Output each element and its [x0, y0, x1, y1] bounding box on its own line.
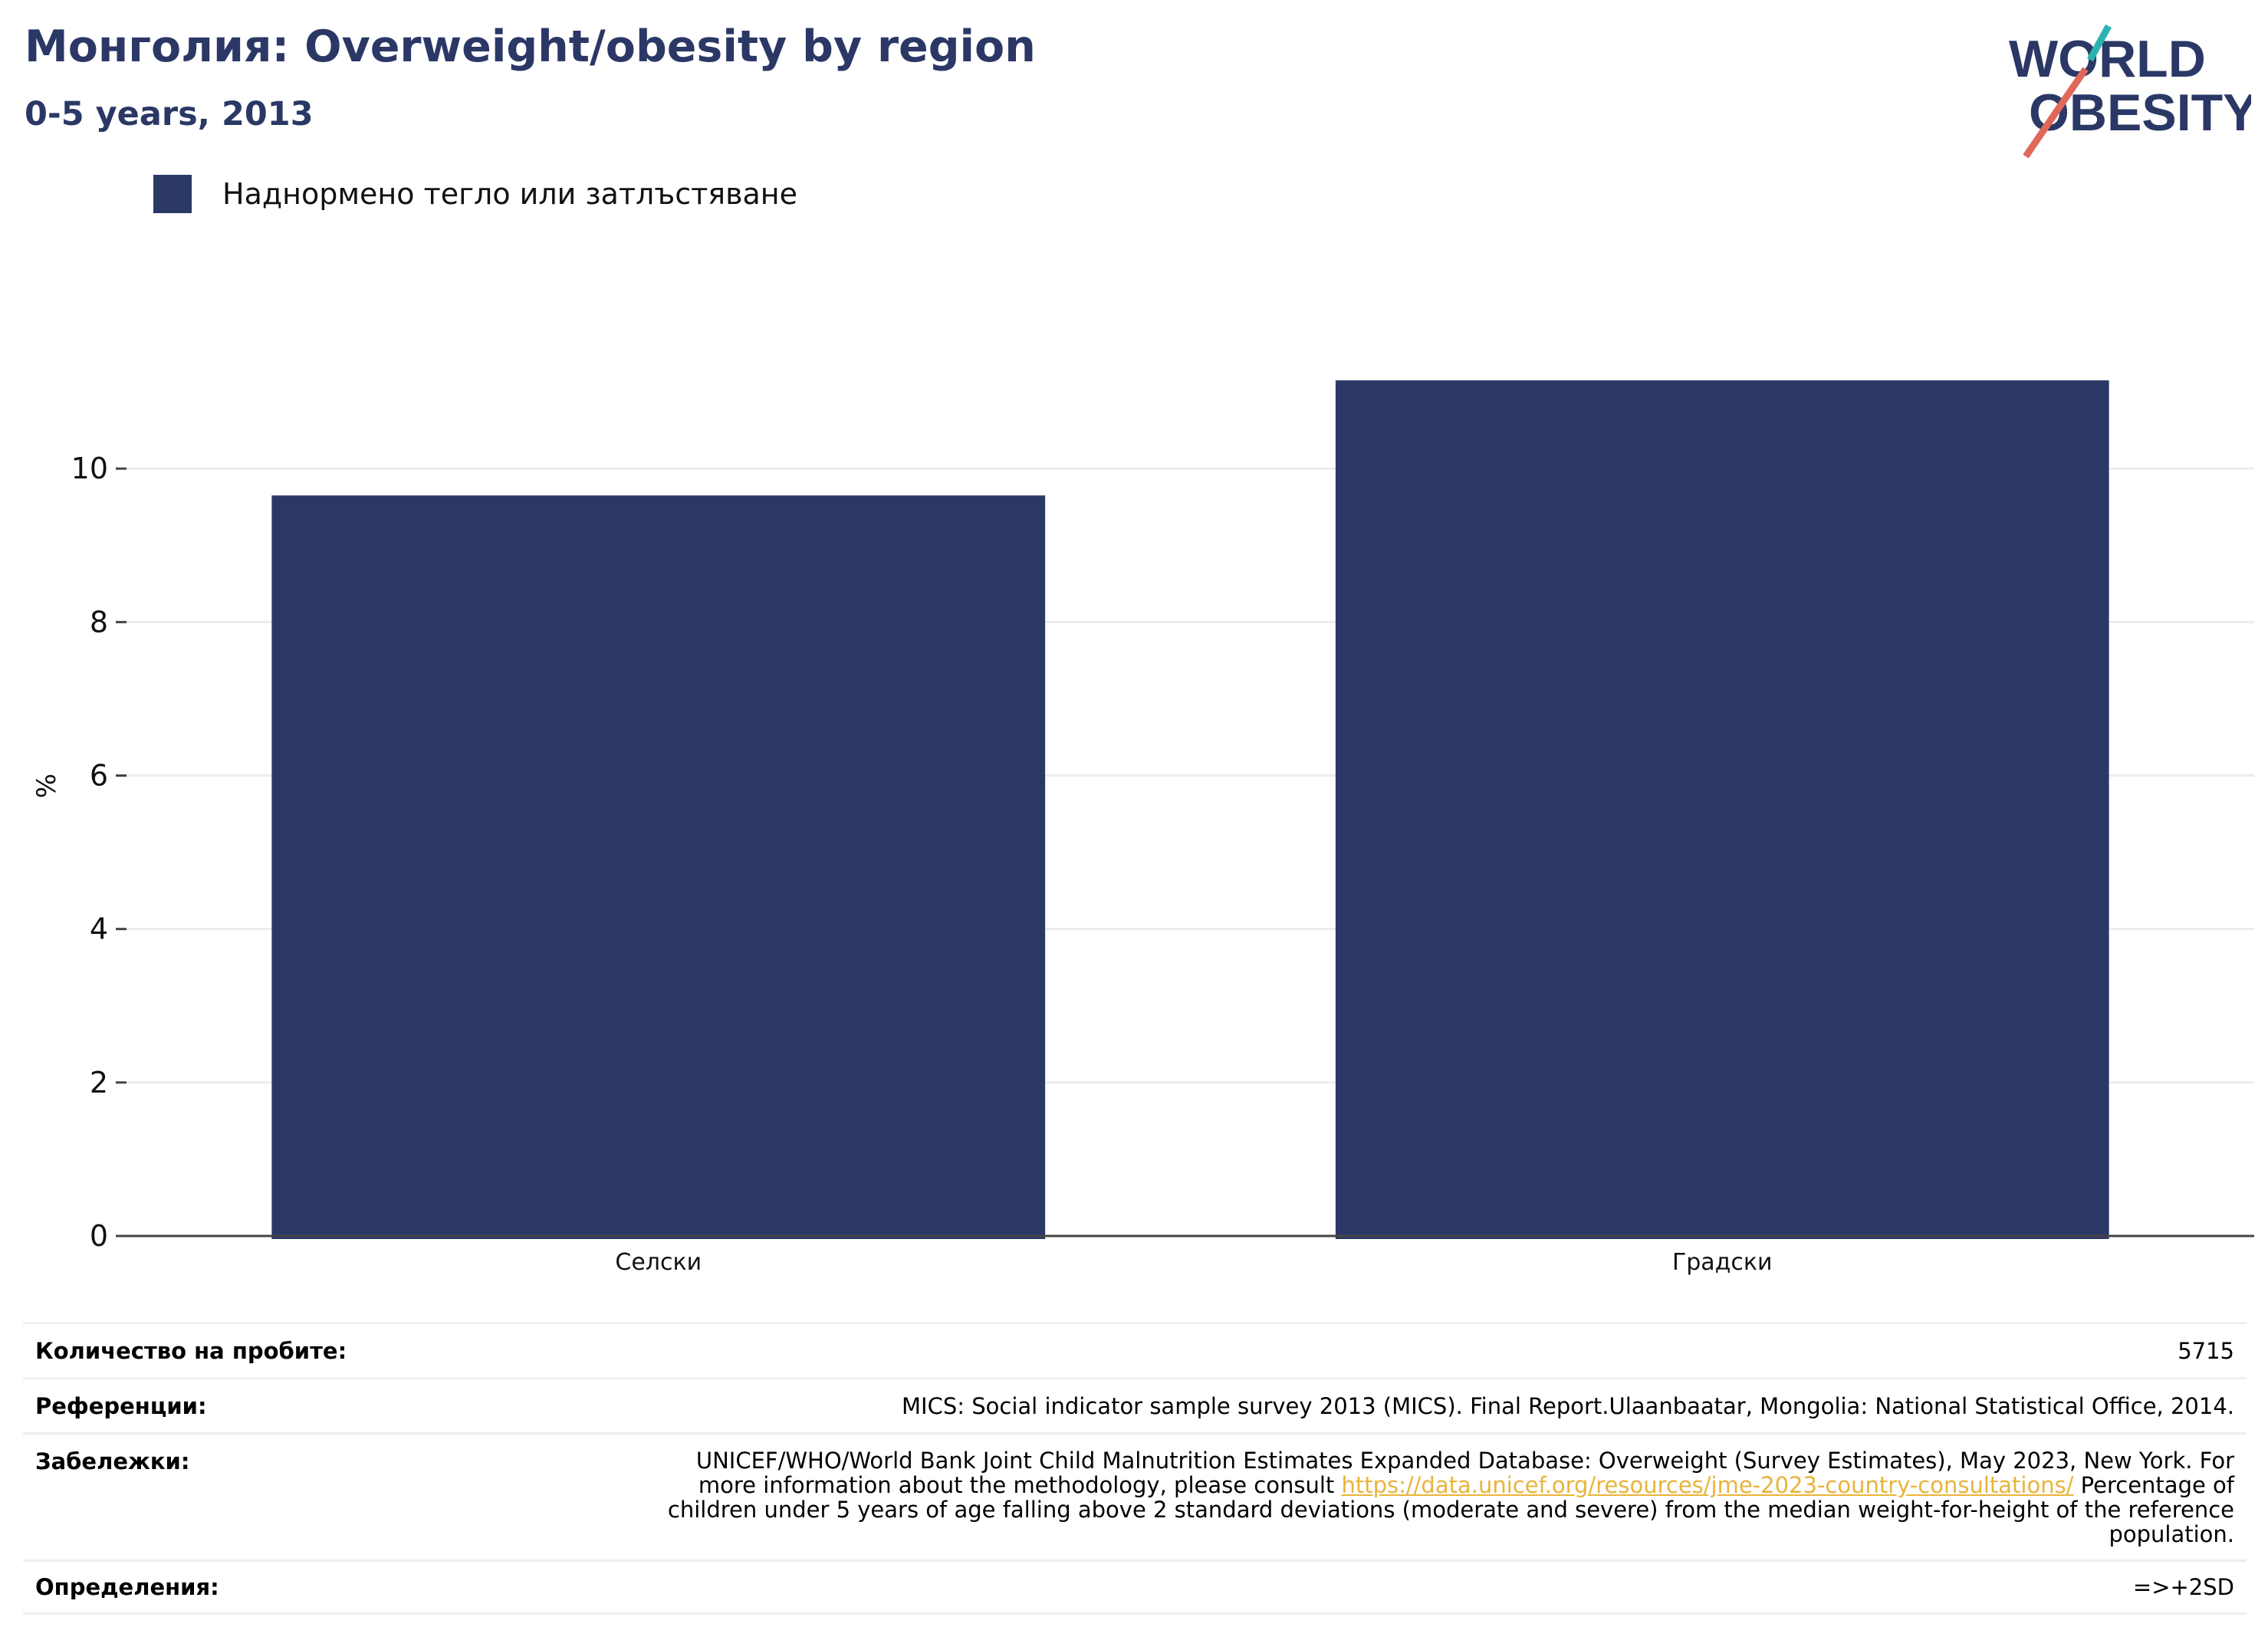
definitions-value: =>+2SD — [2132, 1574, 2234, 1600]
logo-slash-teal — [2087, 24, 2112, 62]
y-axis-label: % — [31, 774, 62, 798]
notes-line-1: UNICEF/WHO/World Bank Joint Child Malnut… — [695, 1448, 2234, 1474]
notes-line-3: children under 5 years of age falling ab… — [667, 1497, 2234, 1523]
y-tick-label: 6 — [90, 759, 108, 793]
y-tick-label: 10 — [71, 452, 108, 485]
info-row-definitions: Определения: =>+2SD — [23, 1560, 2247, 1615]
y-axis-ticks: 0 2 4 6 8 10 — [71, 452, 127, 1253]
info-row-notes: Забележки: UNICEF/WHO/World Bank Joint C… — [23, 1432, 2247, 1560]
definitions-label: Определения: — [35, 1574, 219, 1600]
notes-methodology-link[interactable]: https://data.unicef.org/resources/jme-20… — [1341, 1472, 2074, 1498]
legend-label: Наднормено тегло или затлъстяване — [222, 177, 797, 211]
y-tick-label: 0 — [90, 1219, 108, 1253]
x-tick-label: Градски — [1672, 1249, 1773, 1276]
info-row-references: Референции: MICS: Social indicator sampl… — [23, 1377, 2247, 1432]
sample-size-value: 5715 — [2178, 1337, 2234, 1364]
bar-2[interactable] — [1335, 380, 2109, 1240]
notes-line-2-post: Percentage of — [2073, 1472, 2234, 1498]
references-value: MICS: Social indicator sample survey 201… — [902, 1392, 2234, 1419]
bar-1[interactable] — [271, 495, 1046, 1239]
info-row-sample: Количество на пробите: 5715 — [23, 1322, 2247, 1377]
notes-line-4: population. — [2109, 1521, 2234, 1547]
bar-chart: 0 2 4 6 8 10 Селски Градски % — [31, 380, 2254, 1276]
x-tick-label: Селски — [615, 1249, 702, 1276]
legend-swatch — [153, 175, 192, 213]
logo-slash-red — [2023, 67, 2089, 159]
notes-line-2: more information about the methodology, … — [668, 1473, 2234, 1497]
references-label: Референции: — [35, 1392, 207, 1419]
sample-size-label: Количество на пробите: — [35, 1337, 347, 1364]
chart-subtitle: 0-5 years, 2013 — [25, 95, 314, 133]
bars — [271, 380, 2109, 1240]
info-table: Количество на пробите: 5715 Референции: … — [23, 1322, 2247, 1615]
y-tick-label: 2 — [90, 1066, 108, 1099]
notes-value: UNICEF/WHO/World Bank Joint Child Malnut… — [668, 1448, 2234, 1560]
logo-line1: WORLD — [2009, 30, 2206, 88]
y-tick-label: 8 — [90, 605, 108, 639]
world-obesity-logo: WORLD OBESITY — [2009, 24, 2251, 159]
notes-label: Забележки: — [35, 1448, 190, 1474]
notes-line-2-pre: more information about the methodology, … — [698, 1472, 1342, 1498]
x-axis-ticks: Селски Градски — [615, 1249, 1772, 1276]
chart-legend: Наднормено тегло или затлъстяване — [153, 175, 797, 213]
y-tick-label: 4 — [90, 912, 108, 946]
chart-title: Монголия: Overweight/obesity by region — [25, 21, 1036, 72]
